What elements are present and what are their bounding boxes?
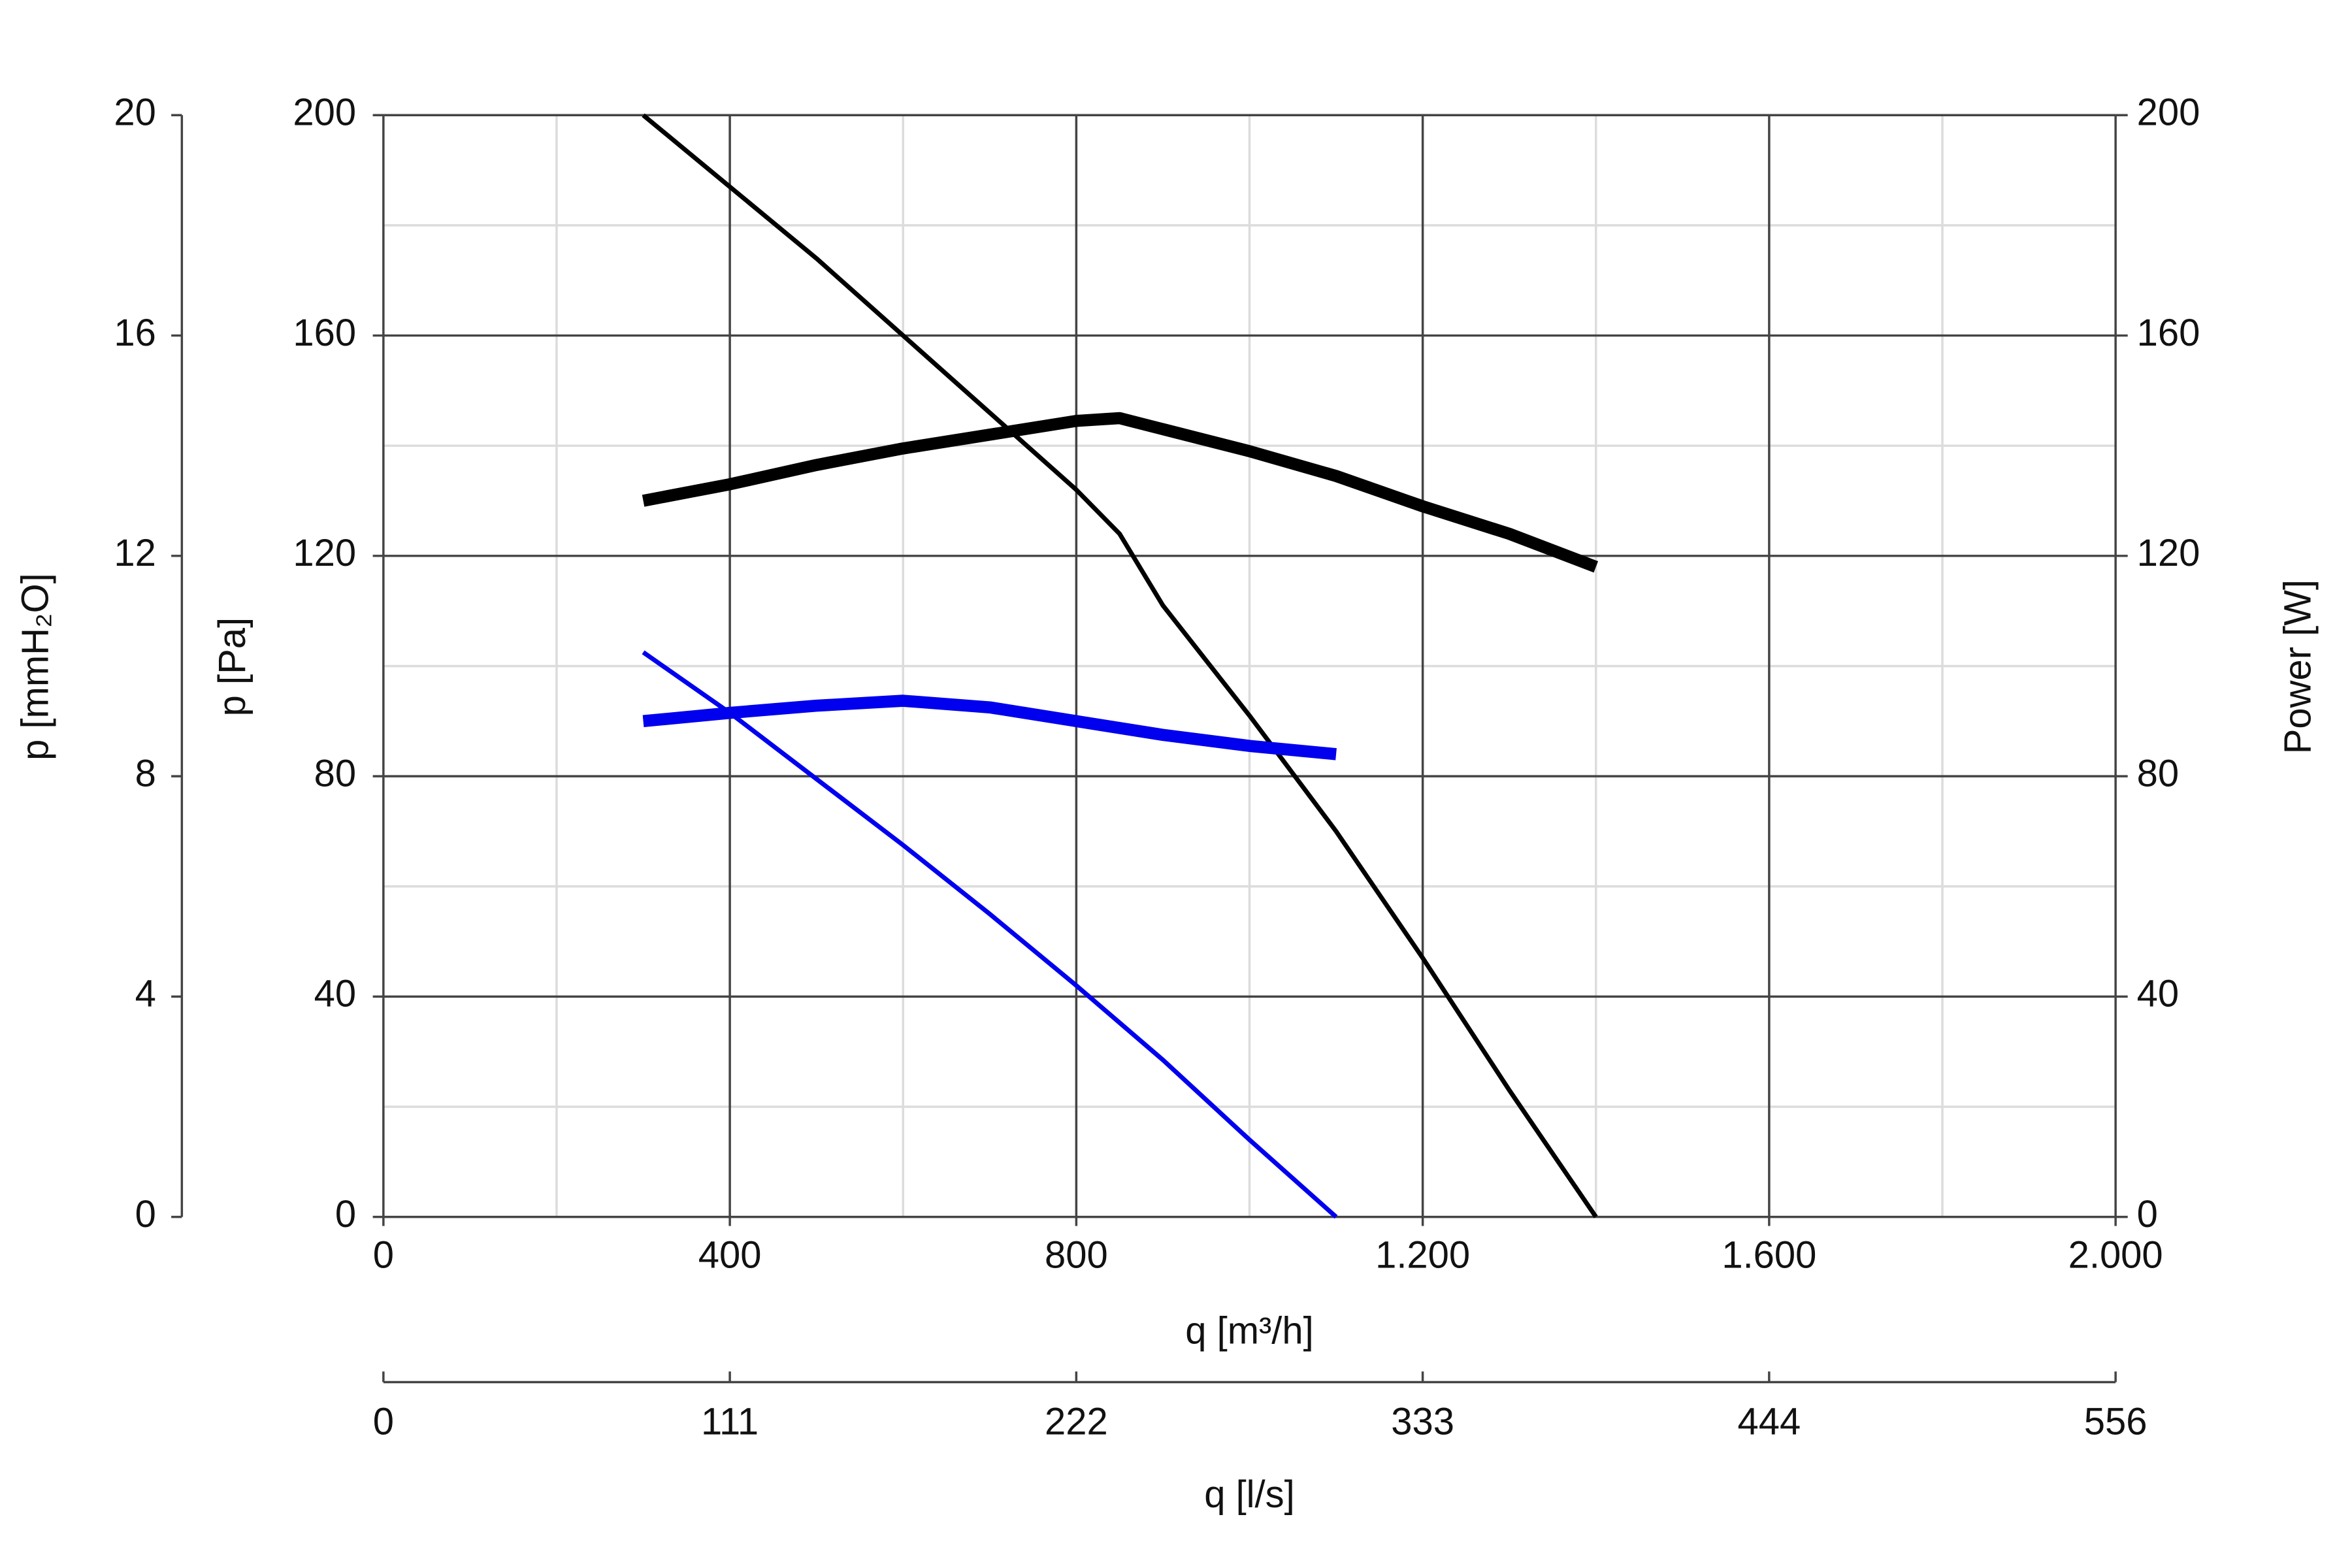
y3-tick-label: 12 [114,532,155,574]
x-tick-label: 1.600 [1722,1235,1816,1277]
series-line [642,113,1598,1218]
x-tick-label: 800 [1045,1235,1108,1277]
y-axis-label: p [Pa] [212,617,253,716]
y2-axis-label: Power [W] [2277,580,2319,754]
y2-tick-label: 80 [2137,753,2179,794]
x2-tick-label: 556 [2084,1401,2148,1443]
x-axis-label: q [m³/h] [1185,1311,1314,1352]
y-tick-label: 0 [335,1194,356,1235]
x2-axis-label: q [l/s] [1204,1474,1295,1516]
y-tick-label: 120 [293,532,356,574]
y-tick-label: 40 [314,973,356,1015]
y-tick-label: 160 [293,312,356,354]
y3-tick-label: 0 [135,1194,156,1235]
y2-tick-label: 200 [2137,92,2200,134]
y3-tick-label: 4 [135,973,156,1015]
x2-tick-label: 333 [1391,1401,1454,1443]
series-line [642,412,1599,573]
y3-tick-label: 8 [135,753,156,794]
x2-tick-label: 0 [373,1401,394,1443]
series-line [642,694,1337,760]
x2-tick-label: 222 [1045,1401,1108,1443]
x2-tick-label: 111 [701,1401,759,1443]
y3-tick-label: 20 [114,92,155,134]
y3-axis-label: p [mmH₂O] [14,573,56,760]
y2-tick-label: 160 [2137,312,2200,354]
y2-tick-label: 40 [2137,973,2179,1015]
y-tick-label: 200 [293,92,356,134]
x-tick-label: 2.000 [2068,1235,2163,1277]
y2-tick-label: 120 [2137,532,2200,574]
x-tick-label: 1.200 [1375,1235,1470,1277]
y-tick-label: 80 [314,753,356,794]
x2-tick-label: 444 [1737,1401,1801,1443]
x-tick-label: 400 [698,1235,762,1277]
y3-tick-label: 16 [114,312,155,354]
x-tick-label: 0 [373,1235,394,1277]
y2-tick-label: 0 [2137,1194,2158,1235]
series-line [642,650,1338,1219]
